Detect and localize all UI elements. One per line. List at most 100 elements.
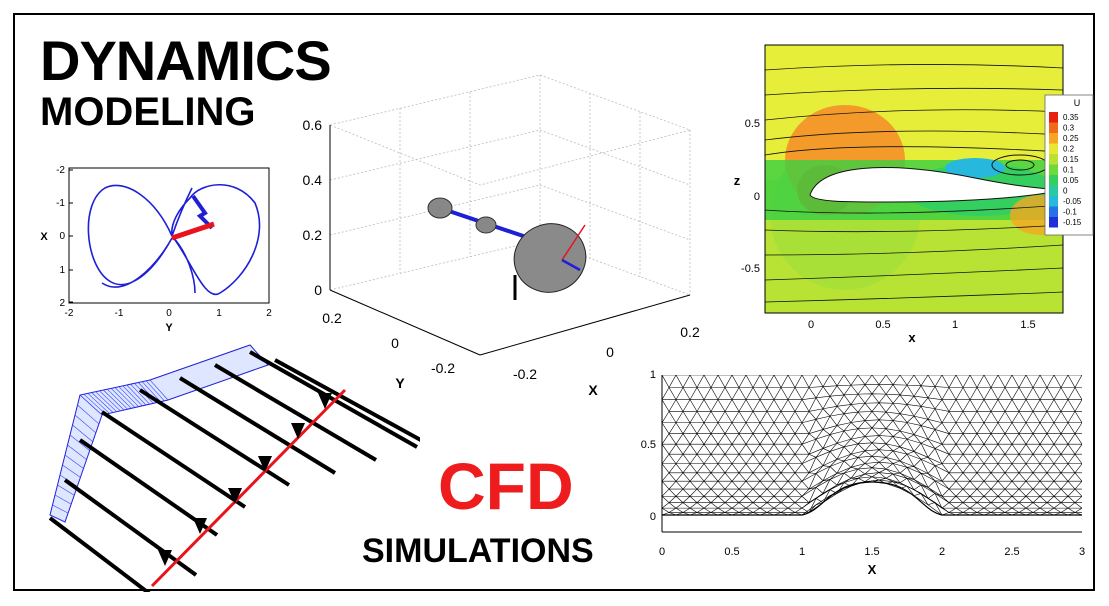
mesh-edge (969, 507, 978, 513)
mesh-edge (878, 402, 887, 413)
mesh-edge (871, 435, 880, 444)
mesh-edge (1074, 472, 1082, 482)
mesh-edge (752, 399, 761, 412)
mesh-edge (1004, 481, 1013, 490)
mesh-edge (941, 454, 950, 464)
mesh-edge (822, 375, 831, 387)
mesh-edge (675, 488, 684, 497)
mesh-edge (1032, 488, 1041, 497)
mesh-edge (1039, 433, 1048, 445)
mesh-edge (857, 403, 866, 413)
mesh-edge (843, 453, 852, 462)
mesh-edge (990, 422, 999, 434)
wing-grid-line (110, 388, 132, 409)
mesh-edge (920, 493, 929, 505)
mesh-edge (801, 507, 810, 513)
mesh-edge (822, 466, 831, 481)
mesh-edge (801, 375, 810, 388)
mesh-edge (1067, 422, 1076, 434)
mesh-edge (878, 428, 887, 436)
mesh-edge (745, 496, 754, 503)
mesh-edge (1081, 463, 1082, 465)
mesh-edge (983, 422, 992, 434)
mesh-edge (836, 482, 845, 494)
mesh-edge (724, 472, 733, 482)
mesh-edge (948, 496, 957, 503)
mesh-edge (822, 489, 831, 503)
mesh-xtick: 2 (939, 546, 945, 558)
mesh-edge (927, 438, 936, 449)
mesh-edge (696, 454, 705, 464)
mesh-row-line (662, 411, 1082, 424)
mesh-edge (801, 496, 810, 503)
mesh-edge (1067, 444, 1076, 455)
mesh-edge (1067, 502, 1076, 509)
mesh-edge (1060, 507, 1069, 513)
mesh-edge (689, 375, 698, 388)
mesh-edge (731, 422, 740, 434)
mesh-edge (1004, 422, 1013, 434)
mesh-edge (682, 502, 691, 509)
mesh-edge (703, 454, 712, 464)
mesh-edge (1025, 375, 1034, 388)
mesh-edge (1004, 433, 1013, 445)
mesh-edge (808, 375, 817, 388)
mesh-edge (759, 496, 768, 503)
mesh-edge (717, 411, 726, 423)
mesh-edge (892, 463, 901, 474)
colorbar-swatch (1049, 154, 1058, 165)
mesh-edge (920, 438, 929, 444)
mesh-edge (752, 444, 761, 455)
trajectory-xtick: 2 (266, 308, 272, 319)
mesh-edge (969, 502, 978, 509)
colorbar-swatch (1049, 164, 1058, 175)
mesh-edge (731, 411, 740, 423)
mesh-edge (1032, 502, 1041, 509)
wing-grid-line (54, 494, 72, 505)
mesh-edge (773, 422, 782, 434)
mesh-edge (962, 411, 971, 423)
mesh-edge (1074, 463, 1082, 473)
mesh-edge (787, 433, 796, 445)
mesh-edge (920, 385, 929, 398)
mesh-edge (1004, 502, 1013, 509)
mesh-edge (822, 465, 831, 467)
mesh-edge (1046, 481, 1055, 490)
wing-grid-line (99, 390, 121, 412)
mesh-edge (745, 454, 754, 464)
mesh-edge (934, 463, 943, 466)
mesh-edge (878, 393, 887, 404)
mesh-edge (1060, 433, 1069, 445)
mesh-edge (1060, 472, 1069, 482)
mesh-edge (962, 481, 971, 490)
mesh-edge (675, 472, 684, 482)
mesh-edge (675, 454, 684, 464)
mesh-edge (955, 433, 964, 445)
mesh-edge (920, 406, 929, 420)
mesh-edge (899, 446, 908, 455)
mesh-edge (899, 478, 908, 483)
mesh-edge (836, 458, 845, 462)
mesh-ytick: 1 (650, 369, 656, 381)
mesh-edge (955, 488, 964, 497)
mesh-edge (773, 375, 782, 388)
mesh-edge (955, 375, 964, 388)
mesh-edge (920, 443, 929, 458)
plot3d-ylabel: Y (395, 375, 405, 391)
mesh-edge (878, 384, 887, 395)
mesh-edge (857, 457, 866, 464)
mesh-edge (927, 465, 936, 474)
mesh-edge (843, 375, 852, 386)
mesh-edge (738, 496, 747, 503)
mesh-edge (969, 481, 978, 490)
mesh-edge (662, 481, 670, 490)
mesh-edge (780, 481, 789, 490)
mesh-edge (1081, 480, 1082, 482)
mesh-edge (759, 481, 768, 490)
colorbar-swatch (1049, 122, 1058, 133)
colorbar-swatch (1049, 175, 1058, 186)
mesh-edge (682, 463, 691, 473)
mesh-edge (752, 433, 761, 445)
mesh-edge (983, 399, 992, 412)
wing-grid-line (114, 387, 136, 408)
